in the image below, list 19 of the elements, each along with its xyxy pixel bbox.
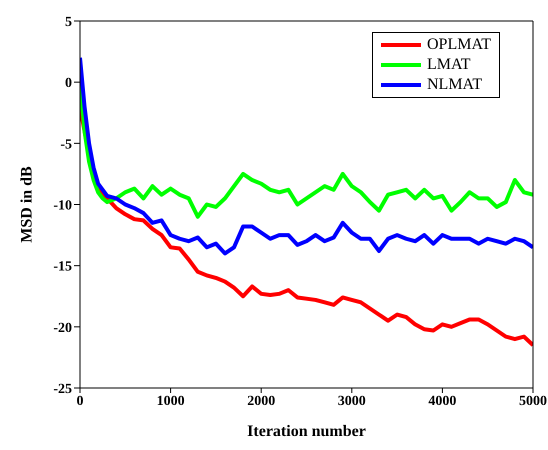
x-tick-label: 0	[76, 394, 84, 409]
y-axis-title: MSD in dB	[18, 166, 36, 243]
x-tick-label: 2000	[247, 394, 276, 409]
legend-label: NLMAT	[426, 75, 482, 95]
x-tick-label: 5000	[519, 394, 547, 409]
x-tick-label: 3000	[338, 394, 366, 409]
y-tick-label: -15	[53, 260, 72, 275]
legend-label: LMAT	[426, 55, 471, 75]
x-axis-title: Iteration number	[247, 423, 366, 440]
x-tick-label: 1000	[156, 394, 185, 409]
y-tick-label: 0	[65, 76, 72, 92]
line-series	[80, 56, 533, 256]
legend-label: OPLMAT	[426, 35, 491, 55]
x-tick-label: 4000	[428, 394, 456, 409]
y-tick-label: -20	[53, 320, 72, 336]
y-tick-label: -5	[60, 137, 72, 152]
y-tick-label: 5	[65, 14, 72, 30]
y-tick-label: -25	[53, 382, 72, 397]
y-tick-label: -10	[53, 198, 72, 214]
